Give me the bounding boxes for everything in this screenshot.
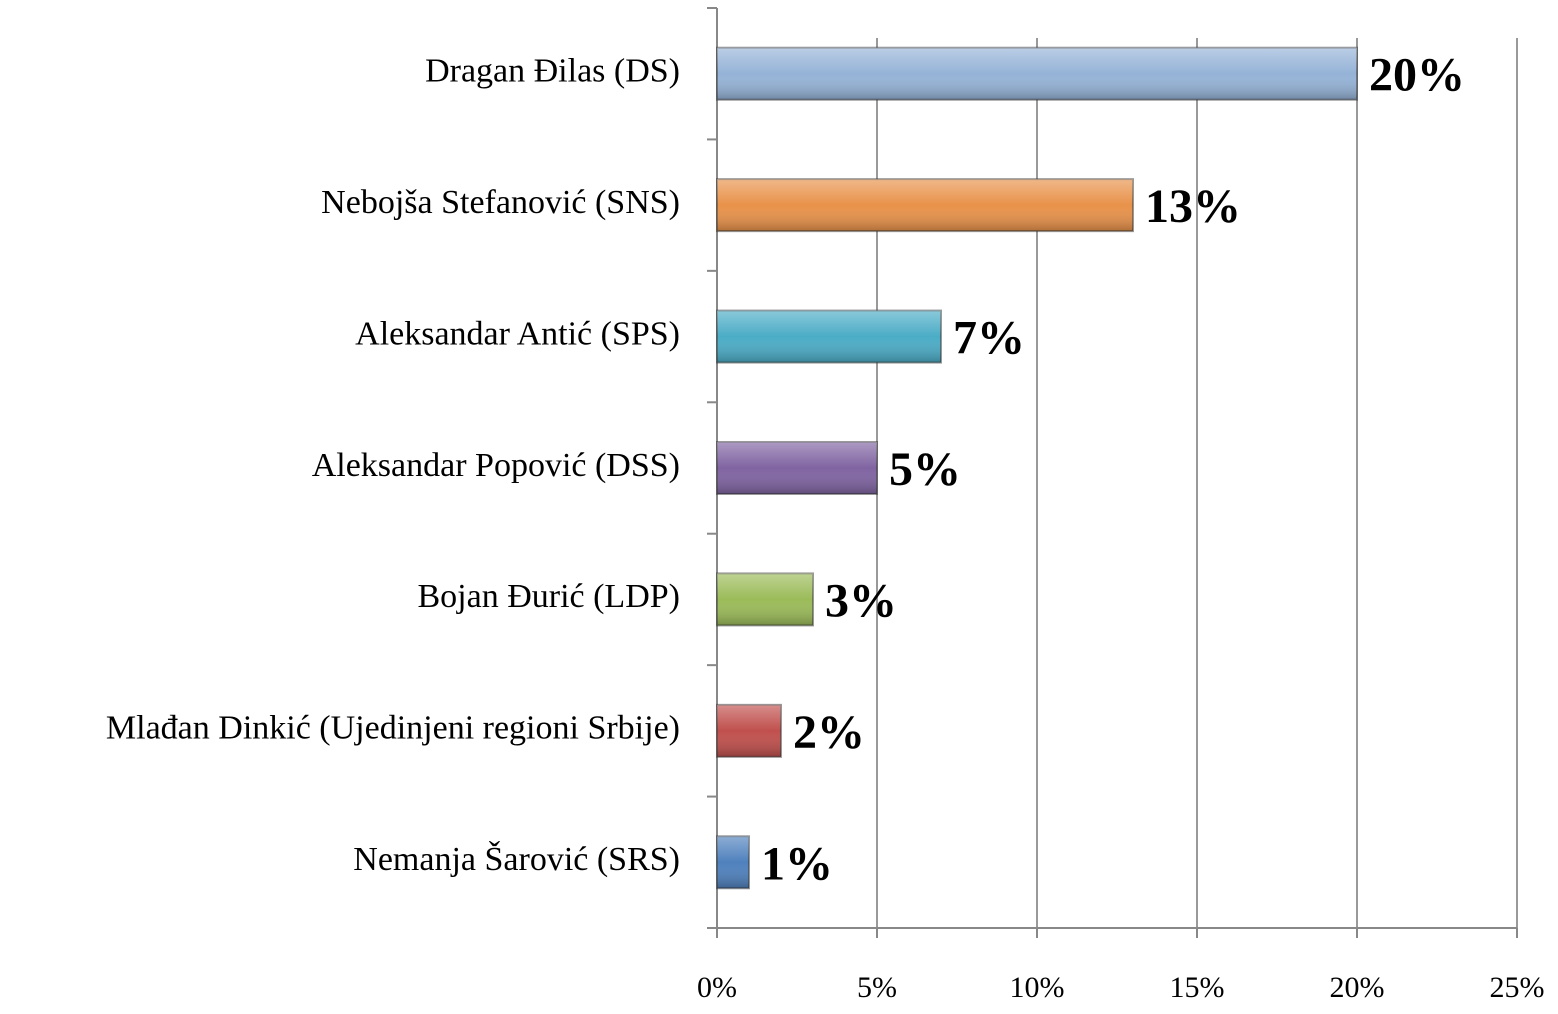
x-tick-label: 20% <box>1330 971 1385 1004</box>
value-label: 5% <box>889 443 961 496</box>
x-tick-label: 5% <box>857 971 897 1004</box>
value-label: 20% <box>1369 49 1465 102</box>
value-label: 13% <box>1145 180 1241 233</box>
value-label: 1% <box>761 837 833 890</box>
value-label: 3% <box>825 574 897 627</box>
x-tick-label: 25% <box>1490 971 1545 1004</box>
category-label: Mlađan Dinkić (Ujedinjeni regioni Srbije… <box>106 710 680 747</box>
value-label: 2% <box>793 706 865 759</box>
bar-shine <box>717 310 941 363</box>
category-label: Nemanja Šarović (SRS) <box>353 840 680 878</box>
category-label: Aleksandar Antić (SPS) <box>355 315 680 352</box>
category-label: Dragan Đilas (DS) <box>425 53 680 90</box>
x-tick-label: 10% <box>1010 971 1065 1004</box>
category-label: Bojan Đurić (LDP) <box>417 578 680 615</box>
bar-shine <box>717 442 877 494</box>
category-label: Nebojša Stefanović (SNS) <box>321 184 680 221</box>
bar-shine <box>717 47 1357 100</box>
x-tick-label: 15% <box>1170 971 1225 1004</box>
bar-shine <box>717 179 1133 232</box>
x-tick-label: 0% <box>697 971 737 1004</box>
bar-shine <box>717 573 813 626</box>
bar-shine <box>717 704 781 757</box>
value-label: 7% <box>953 312 1025 365</box>
category-label: Aleksandar Popović (DSS) <box>312 447 680 484</box>
bar-shine <box>717 836 749 889</box>
